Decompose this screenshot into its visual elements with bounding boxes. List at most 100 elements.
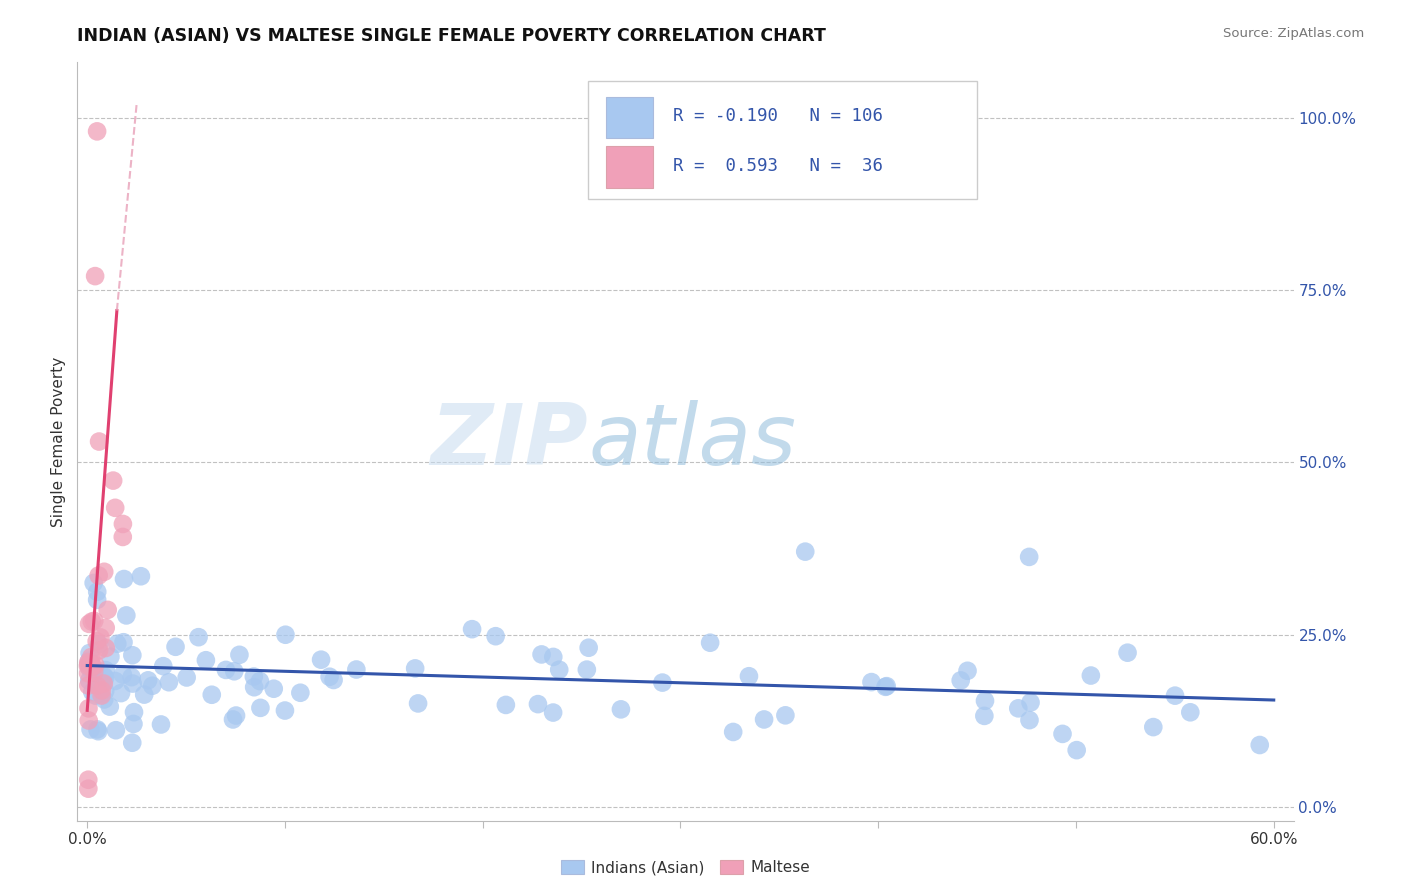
Point: [87, 724, 110, 739]
Point: [610, 702, 633, 716]
Point: [201, 688, 224, 702]
Point: [87, 637, 110, 651]
Point: [115, 608, 138, 623]
Point: [121, 648, 143, 663]
Point: [77, 701, 100, 715]
Point: [121, 736, 143, 750]
Point: [1018, 549, 1040, 564]
Point: [575, 663, 598, 677]
Point: [86, 584, 108, 599]
Point: [77, 781, 100, 796]
Point: [187, 630, 209, 644]
Point: [404, 661, 426, 675]
Point: [530, 648, 553, 662]
Point: [80, 615, 103, 629]
Point: [93, 692, 115, 706]
Point: [794, 544, 817, 558]
Point: [77, 659, 100, 673]
Point: [77, 673, 100, 688]
Point: [79, 723, 101, 737]
Point: [136, 673, 159, 688]
Point: [77, 616, 100, 631]
Point: [973, 709, 995, 723]
Point: [121, 670, 143, 684]
Point: [157, 675, 180, 690]
Point: [527, 697, 550, 711]
Point: [875, 680, 897, 694]
Point: [84, 269, 107, 284]
Point: [1116, 646, 1139, 660]
Point: [243, 669, 266, 683]
Point: [344, 663, 367, 677]
Point: [83, 575, 105, 590]
Y-axis label: Single Female Poverty: Single Female Poverty: [51, 357, 66, 526]
Point: [105, 637, 128, 651]
Point: [322, 673, 344, 687]
Point: [134, 688, 156, 702]
Point: [83, 663, 105, 677]
Point: [77, 714, 100, 728]
Point: [495, 698, 517, 712]
Point: [94, 684, 117, 698]
Point: [274, 628, 297, 642]
Point: [485, 629, 508, 643]
Point: [79, 646, 101, 660]
Point: [112, 635, 135, 649]
Point: [90, 683, 112, 698]
Point: [82, 685, 104, 699]
Point: [738, 669, 761, 683]
Point: [77, 666, 100, 681]
Point: [651, 675, 673, 690]
Bar: [606, 145, 652, 187]
Text: atlas: atlas: [588, 400, 796, 483]
Point: [578, 640, 600, 655]
Legend: Indians (Asian), Maltese: Indians (Asian), Maltese: [554, 854, 817, 881]
Point: [775, 708, 797, 723]
Point: [152, 659, 174, 673]
Point: [1080, 668, 1102, 682]
Point: [215, 663, 238, 677]
Point: [104, 723, 127, 738]
Point: [699, 636, 721, 650]
Point: [77, 678, 100, 692]
Point: [80, 658, 103, 673]
Point: [1142, 720, 1164, 734]
Point: [1007, 701, 1029, 715]
Point: [543, 649, 565, 664]
Point: [93, 565, 115, 579]
Point: [548, 663, 571, 677]
Point: [111, 516, 134, 531]
Point: [86, 665, 108, 680]
Point: [94, 671, 117, 685]
Point: [1164, 689, 1187, 703]
Point: [222, 713, 245, 727]
Point: [77, 654, 100, 668]
Point: [461, 622, 484, 636]
Point: [274, 704, 297, 718]
Point: [86, 124, 108, 138]
Point: [249, 701, 271, 715]
Point: [129, 569, 152, 583]
Text: R =  0.593   N =  36: R = 0.593 N = 36: [673, 157, 883, 175]
Point: [90, 689, 112, 703]
Point: [104, 673, 127, 688]
Point: [77, 657, 100, 672]
Point: [225, 708, 247, 723]
Point: [243, 680, 266, 694]
Point: [91, 676, 114, 690]
Point: [83, 665, 105, 679]
Point: [100, 649, 122, 664]
Point: [79, 663, 101, 677]
Point: [97, 603, 120, 617]
Point: [1249, 738, 1271, 752]
Point: [87, 568, 110, 582]
Point: [84, 689, 107, 703]
Point: [949, 673, 972, 688]
Point: [87, 434, 110, 449]
Point: [263, 681, 285, 696]
Text: INDIAN (ASIAN) VS MALTESE SINGLE FEMALE POVERTY CORRELATION CHART: INDIAN (ASIAN) VS MALTESE SINGLE FEMALE …: [77, 27, 827, 45]
Point: [111, 667, 134, 681]
Point: [82, 659, 104, 673]
Point: [406, 697, 429, 711]
Point: [194, 653, 217, 667]
